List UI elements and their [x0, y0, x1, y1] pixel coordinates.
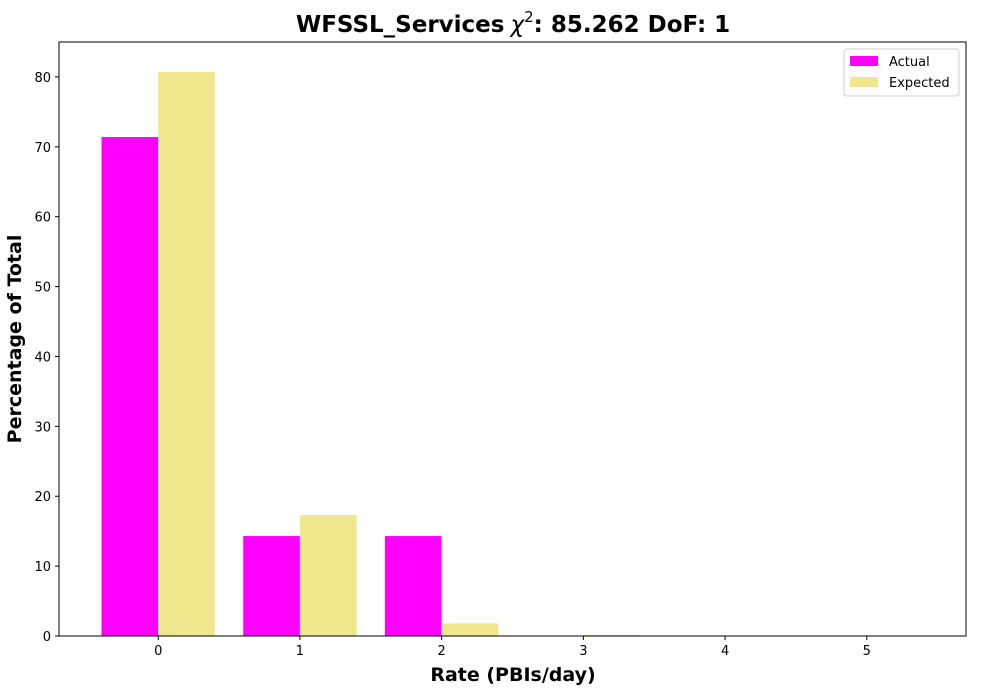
y-tick-label: 20 — [34, 490, 51, 505]
legend-label-expected: Expected — [889, 76, 950, 91]
bar-expected-1 — [299, 515, 357, 636]
chart-title-stat-symbol: χ — [508, 12, 525, 38]
legend: Actual Expected — [843, 48, 960, 97]
y-tick-label: 10 — [34, 560, 51, 575]
chart-title-stat-exponent: 2 — [524, 8, 534, 26]
y-tick-label: 40 — [34, 350, 51, 365]
y-tick-label: 60 — [34, 211, 51, 226]
x-tick-label: 4 — [721, 644, 729, 659]
y-tick-label: 0 — [43, 630, 51, 645]
bar-expected-0 — [158, 72, 215, 636]
x-tick-label: 0 — [154, 644, 162, 659]
y-axis-label: Percentage of Total — [4, 235, 26, 444]
chart-title: WFSSL_Services χ2: 85.262 DoF: 1 — [296, 8, 730, 38]
x-tick-label: 1 — [296, 644, 304, 659]
x-tick-label: 2 — [438, 644, 446, 659]
chart-title-name: WFSSL_Services — [296, 12, 505, 38]
legend-swatch-expected — [850, 77, 878, 87]
x-tick-label: 5 — [863, 644, 871, 659]
bar-actual-1 — [243, 536, 300, 636]
bar-actual-0 — [101, 137, 159, 637]
x-tick-label: 3 — [579, 644, 587, 659]
legend-swatch-actual — [850, 56, 878, 66]
x-ticks-group: 0 1 2 3 4 5 — [154, 636, 871, 659]
legend-label-actual: Actual — [889, 55, 930, 70]
bar-expected-2 — [441, 623, 499, 636]
y-tick-label: 30 — [34, 420, 51, 435]
bars-group — [101, 72, 782, 637]
chart-title-stat-rest: : 85.262 DoF: 1 — [534, 12, 731, 38]
plot-frame — [58, 41, 967, 637]
x-axis-label: Rate (PBIs/day) — [430, 664, 595, 686]
bar-actual-2 — [384, 536, 442, 636]
bar-expected-3 — [583, 634, 641, 636]
y-ticks-group: 0 10 20 30 40 50 60 70 80 — [34, 71, 59, 645]
y-tick-label: 50 — [34, 281, 51, 296]
y-tick-label: 70 — [34, 141, 51, 156]
y-tick-label: 80 — [34, 71, 51, 86]
